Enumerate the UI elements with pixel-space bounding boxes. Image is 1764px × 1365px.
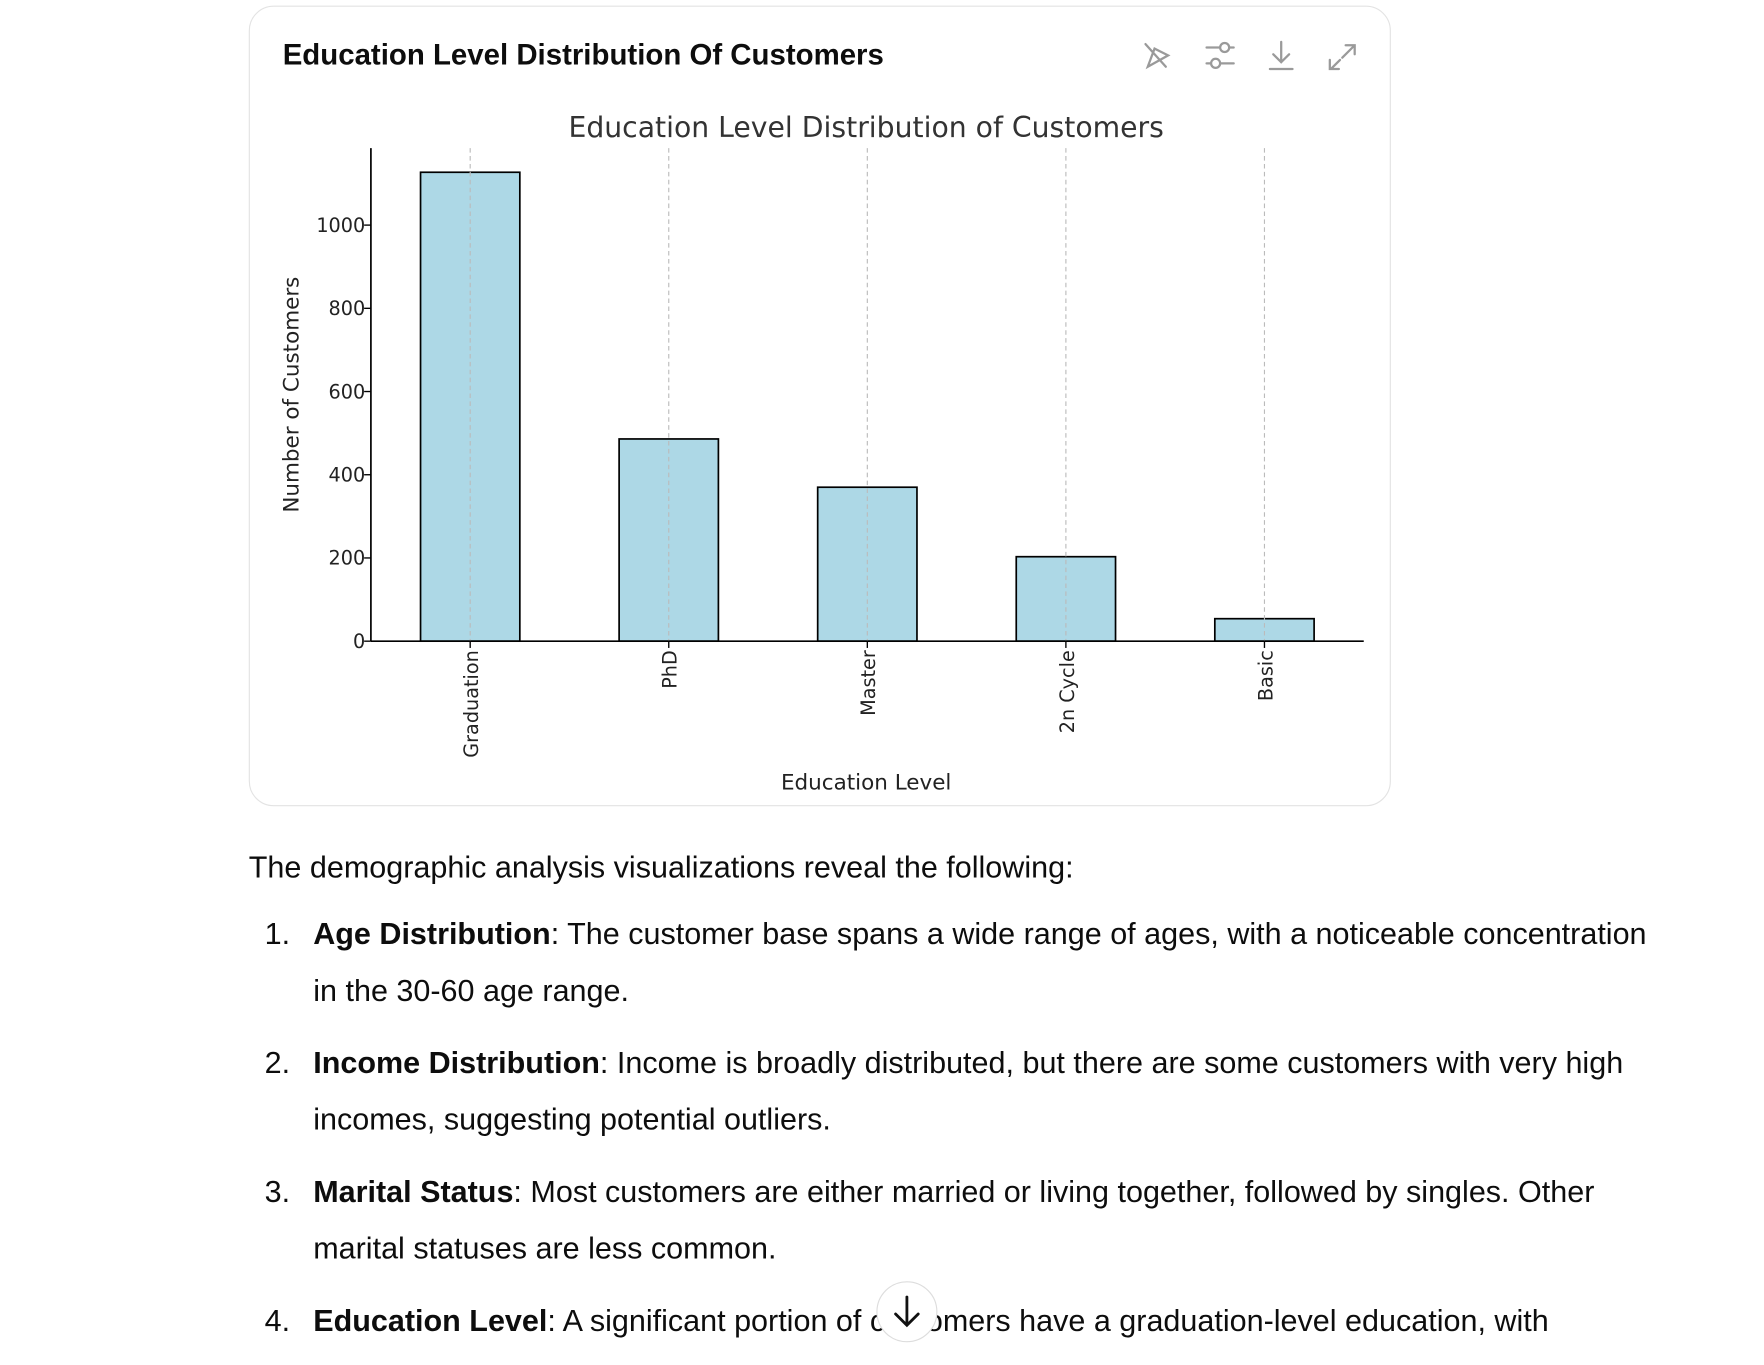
y-tick-label: 600 (329, 380, 366, 403)
bar (1213, 617, 1315, 643)
intro: The demographic analysis visualizations … (248, 850, 1074, 885)
x-tick-label: Basic (1254, 650, 1277, 701)
x-axis-label: Education Level (781, 770, 951, 795)
chart-title: Education Level Distribution of Customer… (568, 111, 1163, 144)
item-number: 4. (264, 1303, 291, 1338)
item-number: 2. (264, 1045, 291, 1080)
y-tick-label: 400 (329, 464, 366, 487)
item-text: : A significant portion of customers hav… (547, 1303, 1549, 1338)
plot: Education Level Distribution of Customer… (280, 40, 1364, 795)
scroll-down-button[interactable] (876, 1281, 938, 1343)
y-tick-label: 200 (329, 547, 366, 570)
list-item: 2. Income Distribution: Income is broadly… (249, 1035, 1670, 1148)
findings-list: 1. Age Distribution: The customer base sp… (249, 906, 1719, 1349)
interactive-toggle[interactable] (1144, 42, 1171, 70)
item-text: : Income is broadly distributed, but the… (313, 1045, 1624, 1137)
x-tick-label: PhD (659, 650, 682, 689)
toolbar (1144, 40, 1356, 71)
item-term: Age Distribution (313, 917, 551, 952)
scroll-icon (894, 1295, 920, 1328)
y-tick-label: 1000 (316, 214, 365, 237)
chart: Education Level Distribution of Customer… (280, 40, 1364, 795)
item-term: Education Level (313, 1303, 548, 1338)
list-item: 1. Age Distribution: The customer base sp… (249, 906, 1670, 1019)
list-item: 4. Education Level: A significant portion… (249, 1293, 1670, 1350)
response-text: The demographic analysis visualizations … (249, 846, 1719, 1365)
x-tick-label: 2n Cycle (1056, 650, 1079, 733)
x-tick-label: Master (857, 650, 880, 716)
item-number: 3. (264, 1174, 291, 1209)
expand-button[interactable] (1328, 44, 1356, 71)
list-item: 3. Marital Status: Most customers are eit… (249, 1164, 1670, 1277)
item-number: 1. (264, 917, 291, 952)
card-title: Education Level Distribution Of Customer… (282, 37, 884, 72)
item-text: : The customer base spans a wide range o… (313, 917, 1647, 1008)
chart-card: Education Level Distribution of Customer… (248, 5, 1391, 807)
x-tick-label: Graduation (460, 650, 483, 758)
customize-button[interactable] (1205, 41, 1235, 69)
item-term: Income Distribution (313, 1045, 600, 1080)
download-button[interactable] (1268, 40, 1294, 71)
y-tick-label: 800 (329, 297, 366, 320)
y-tick-label: 0 (353, 630, 365, 653)
item-text: : Most customers are either married or l… (313, 1174, 1595, 1266)
item-term: Marital Status (313, 1174, 514, 1209)
y-axis-label: Number of Customers (280, 277, 305, 513)
